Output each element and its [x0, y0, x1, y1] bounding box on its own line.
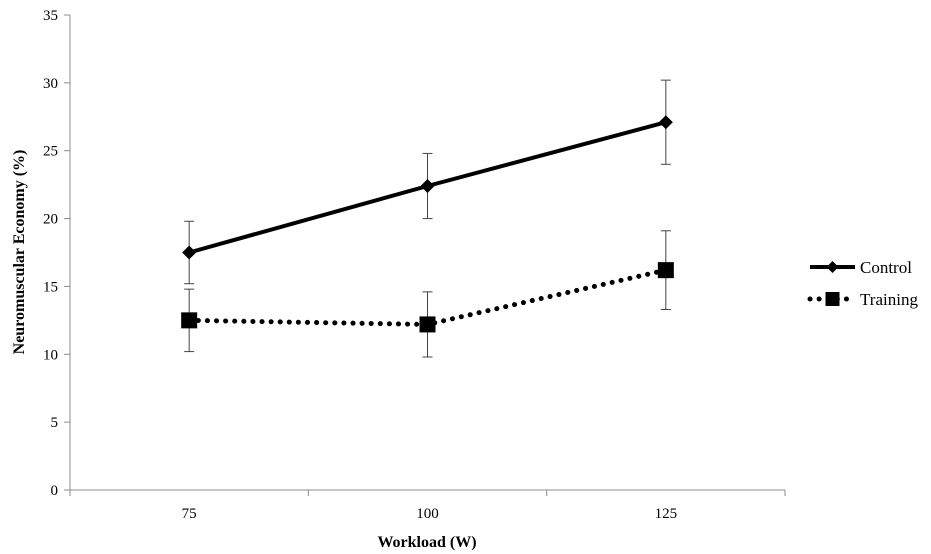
data-point [420, 179, 435, 193]
legend-label: Training [860, 290, 918, 309]
y-tick-label: 0 [51, 483, 59, 499]
series-layer [181, 79, 674, 358]
x-axis: 75 100 125 [69, 489, 786, 522]
x-tick-label: 125 [655, 506, 678, 522]
y-axis: 0 5 10 15 20 25 30 35 [43, 8, 71, 499]
y-tick-label: 25 [43, 144, 58, 160]
y-tick-label: 20 [43, 212, 58, 228]
legend-item-control: Control [810, 258, 912, 277]
x-axis-title: Workload (W) [377, 534, 476, 551]
series-training [181, 230, 674, 358]
y-axis-title: Neuromuscular Economy (%) [11, 150, 28, 355]
legend-label: Control [860, 258, 912, 277]
data-point [181, 312, 198, 329]
data-point [658, 115, 673, 130]
x-tick-label: 75 [182, 506, 197, 522]
y-tick-label: 30 [43, 76, 58, 92]
y-tick-label: 35 [43, 8, 58, 24]
series-control [182, 79, 673, 285]
x-tick-label: 100 [416, 506, 439, 522]
data-point [657, 262, 674, 279]
legend-marker [825, 292, 840, 306]
legend: Control Training [807, 258, 918, 309]
y-tick-label: 5 [51, 415, 59, 431]
legend-marker [826, 261, 839, 273]
data-point [182, 245, 197, 260]
legend-item-training: Training [807, 290, 918, 309]
y-tick-label: 15 [43, 279, 58, 295]
y-tick-label: 10 [43, 347, 58, 363]
data-point [419, 316, 436, 333]
